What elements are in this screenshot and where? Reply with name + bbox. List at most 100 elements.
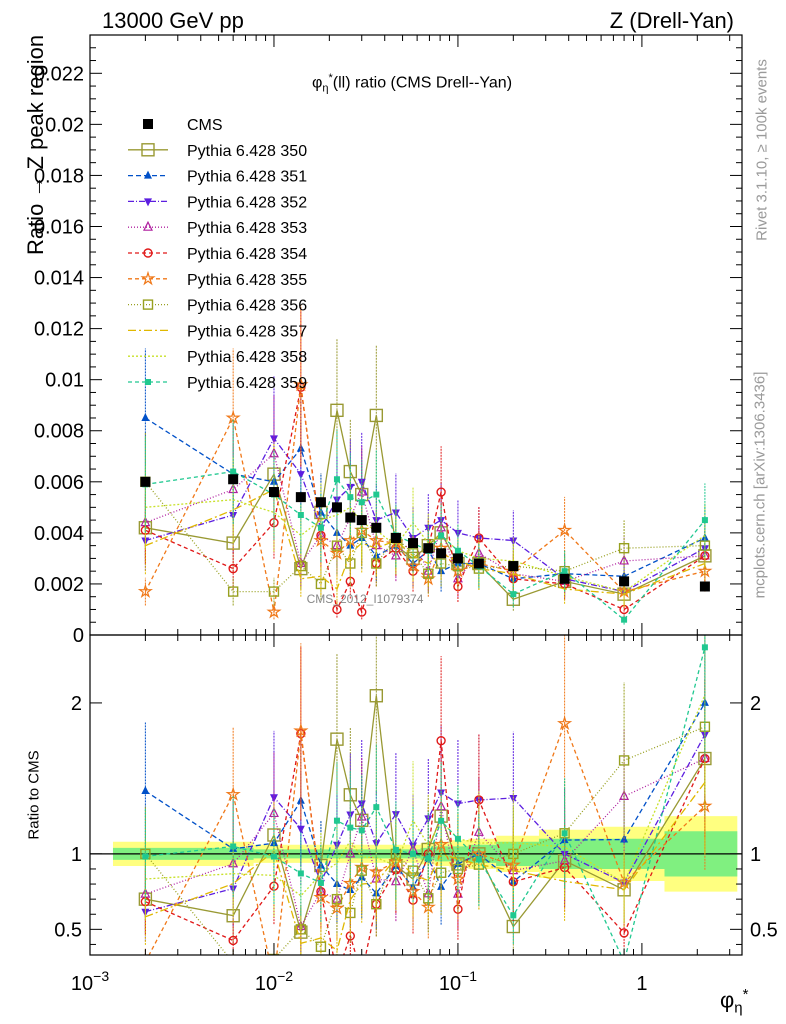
- cms-point: [436, 548, 447, 559]
- cms-point: [268, 487, 279, 498]
- series-4-point-bottom: [436, 735, 446, 746]
- cms-point: [423, 543, 434, 554]
- x-tick-label: 1: [636, 973, 647, 995]
- series-6-point-bottom: [315, 941, 327, 952]
- series-9-point-top: [701, 517, 708, 524]
- top-plot-area: CMS_2012_I1079374: [137, 304, 713, 625]
- x-tick-label: 10−1: [439, 968, 477, 995]
- series-6-point-bottom: [559, 828, 570, 839]
- legend-marker-9: [145, 379, 151, 385]
- legend-cms-label: CMS: [187, 117, 223, 134]
- y-tick-label-bottom-right: 1: [750, 844, 761, 866]
- y-tick-label-top: 0.022: [34, 63, 84, 85]
- y-tick-label-top: 0.016: [34, 216, 84, 238]
- series-9-point-bottom: [358, 827, 365, 834]
- legend: CMS Pythia 6.428 350 Pythia 6.428 351 Pythi…: [128, 117, 307, 392]
- legend-marker-3: [143, 220, 153, 231]
- cms-point: [228, 474, 239, 485]
- series-6-point-bottom: [229, 958, 238, 967]
- series-9-point-top: [297, 512, 304, 518]
- series-4-point-bottom: [358, 971, 366, 979]
- legend-label-2: Pythia 6.428 352: [187, 194, 307, 211]
- legend-marker-5: [140, 270, 156, 286]
- series-5-point-top: [137, 583, 154, 599]
- series-4-point-top: [332, 604, 342, 615]
- legend-label-7: Pythia 6.428 357: [187, 323, 307, 340]
- y-tick-label-bottom: 0.5: [54, 919, 82, 941]
- legend-marker-1: [144, 170, 152, 179]
- series-9-point-bottom: [510, 912, 517, 919]
- y-tick-label-top: 0.01: [45, 370, 84, 392]
- series-6-point-top: [345, 558, 356, 569]
- title-rest: (ll) ratio (CMS Drell--Yan): [332, 74, 513, 92]
- bottom-plot-area: [90, 635, 742, 979]
- cms-point: [295, 492, 306, 503]
- y-tick-label-bottom: 2: [71, 693, 82, 715]
- legend-cms-marker: [143, 119, 153, 129]
- cms-point: [331, 502, 342, 513]
- series-0-point-bottom: [369, 689, 384, 703]
- series-9-point-top: [454, 547, 461, 554]
- xlabel-sup: *: [742, 986, 749, 1003]
- bottom-frame: [89, 634, 743, 956]
- y-tick-label-top: 0: [73, 625, 84, 647]
- cms-point: [452, 553, 463, 564]
- y-tick-label-top: 0.02: [45, 114, 84, 136]
- series-9-point-top: [438, 532, 445, 539]
- series-3-point-bottom: [423, 887, 434, 898]
- series-5-point-top: [266, 604, 282, 619]
- y-tick-label-top: 0.008: [34, 421, 84, 443]
- cms-point: [559, 573, 570, 584]
- legend-label-8: Pythia 6.428 358: [187, 349, 307, 366]
- series-4-point-top: [436, 487, 446, 497]
- series-0-point-top: [330, 403, 344, 418]
- series-4-point-top: [357, 607, 367, 617]
- y-tick-label-top: 0.012: [34, 319, 84, 341]
- cms-point: [473, 558, 484, 569]
- series-9-point-bottom: [438, 817, 445, 824]
- cms-point: [508, 561, 519, 572]
- series-9-point-bottom: [347, 824, 354, 831]
- series-9-point-top: [358, 499, 365, 506]
- title-phi: φ: [311, 74, 323, 92]
- series-6-point-top: [227, 586, 239, 597]
- series-9-point-top: [333, 476, 340, 483]
- series-9-point-bottom: [454, 835, 461, 842]
- legend-label-1: Pythia 6.428 351: [187, 169, 307, 186]
- series-0-point-bottom: [330, 732, 344, 746]
- cms-point: [345, 512, 356, 523]
- series-9-point-top: [561, 568, 568, 575]
- title-sub: η: [322, 82, 329, 95]
- cms-point: [356, 515, 367, 526]
- series-4-point-top: [228, 563, 238, 574]
- cms-point: [699, 581, 710, 592]
- xlabel-sub: η: [734, 999, 743, 1017]
- series-4-point-bottom: [228, 935, 238, 946]
- series-2-point-bottom: [346, 811, 355, 820]
- series-9-point-bottom: [317, 879, 324, 886]
- series-6-point-top: [618, 542, 630, 554]
- cms-point: [371, 522, 382, 533]
- title-sup: *: [328, 72, 333, 84]
- series-9-point-bottom: [701, 644, 708, 651]
- cms-point: [619, 576, 630, 587]
- legend-marker-0: [141, 143, 155, 157]
- series-6-point-bottom: [356, 865, 367, 876]
- series-4-point-bottom: [333, 971, 341, 979]
- series-9-point-top: [621, 616, 628, 623]
- series-5-point-bottom: [145, 953, 146, 955]
- series-2-point-bottom: [296, 825, 305, 834]
- y-tick-label-top: 0.014: [34, 268, 84, 290]
- series-9-point-top: [230, 468, 237, 475]
- x-axis-label: φη*: [720, 986, 748, 1017]
- series-0-point-top: [369, 408, 384, 423]
- legend-label-6: Pythia 6.428 356: [187, 298, 307, 315]
- series-4-point-bottom: [619, 928, 629, 938]
- series-9-point-bottom: [270, 853, 277, 860]
- series-9-point-bottom: [333, 817, 340, 824]
- series-9-point-bottom: [561, 830, 568, 837]
- series-5-point-top: [293, 376, 309, 392]
- plot-title: φη*(ll) ratio (CMS Drell--Yan): [312, 72, 512, 95]
- y-tick-label-top: 0.002: [34, 574, 84, 596]
- watermark: CMS_2012_I1079374: [307, 592, 424, 606]
